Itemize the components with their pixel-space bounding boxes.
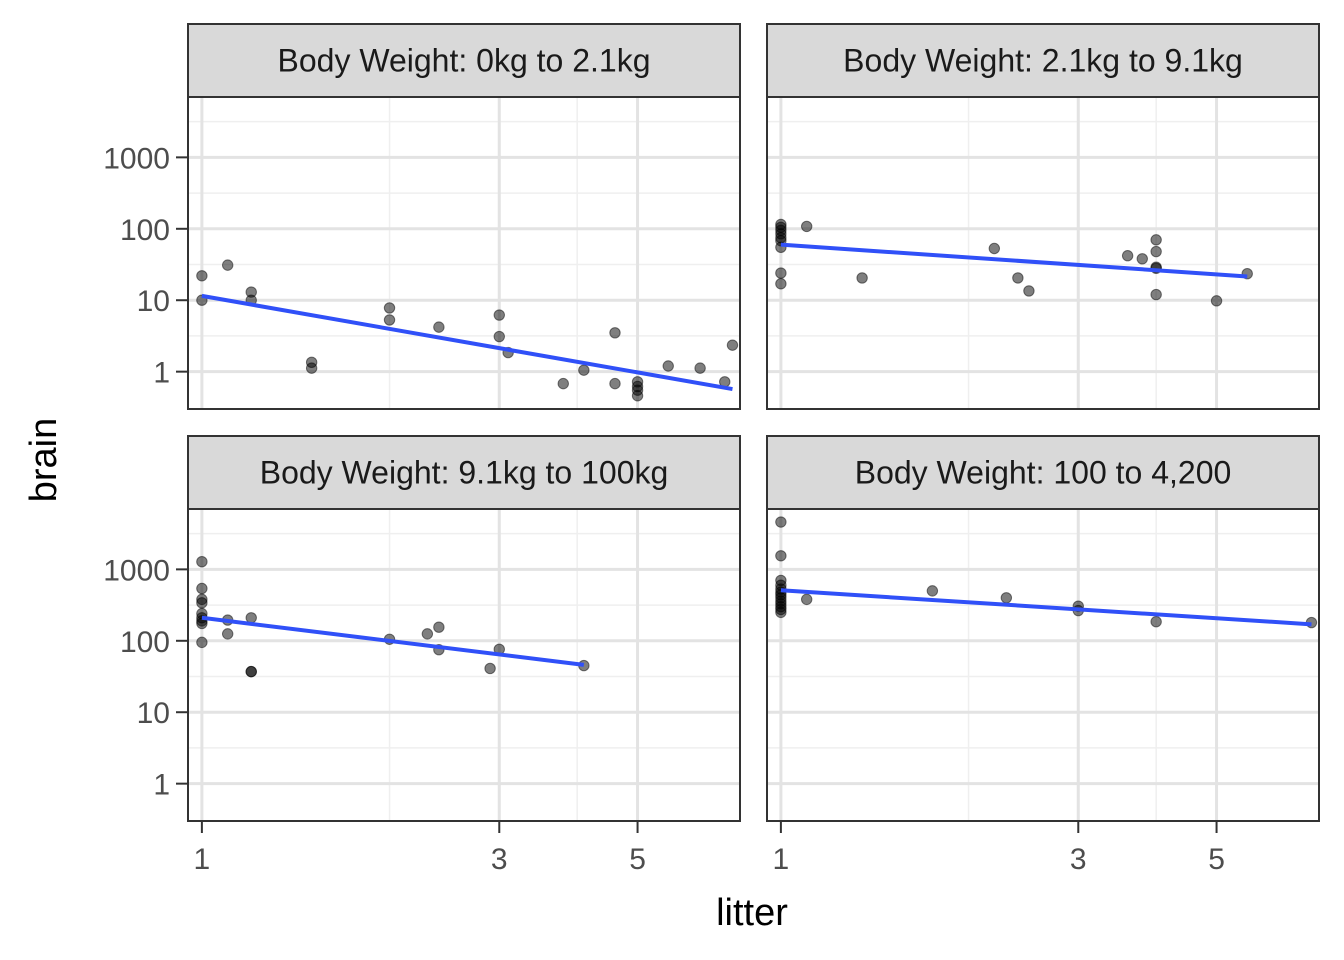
panel-background	[188, 509, 740, 821]
facet-panel-4: Body Weight: 100 to 4,200 1 3 5	[766, 435, 1320, 876]
data-point	[1210, 295, 1223, 307]
data-point	[196, 270, 208, 282]
data-point	[609, 327, 621, 339]
panel-background	[767, 509, 1319, 821]
y-tick-label: 1000	[103, 554, 170, 587]
data-point	[196, 597, 208, 609]
facet-strip-label: Body Weight: 9.1kg to 100kg	[260, 455, 669, 491]
panel-background	[188, 97, 740, 409]
data-point	[383, 314, 396, 326]
regression-line	[780, 588, 1312, 627]
data-point	[694, 362, 706, 374]
x-tick-label: 1	[194, 843, 211, 876]
facet-strip	[766, 23, 1320, 98]
data-point	[775, 278, 787, 290]
data-point	[196, 556, 208, 568]
facet-strip	[766, 435, 1320, 510]
data-point	[1023, 285, 1035, 297]
data-point	[609, 377, 621, 390]
data-point	[493, 309, 505, 321]
y-tick-label: 1000	[103, 142, 170, 175]
facet-panel-1: Body Weight: 0kg to 2.1kg 1 10 100 1000	[103, 23, 741, 410]
data-point	[383, 302, 396, 314]
data-point	[578, 364, 590, 376]
x-tick-label: 5	[1208, 843, 1225, 876]
facet-panel-2: Body Weight: 2.1kg to 9.1kg	[766, 23, 1320, 410]
data-point	[1150, 616, 1162, 628]
x-tick-label: 3	[491, 843, 508, 876]
regression-line	[201, 293, 733, 392]
data-point	[1150, 234, 1162, 246]
x-tick-label: 1	[773, 843, 790, 876]
data-point	[726, 339, 739, 351]
data-point	[305, 362, 318, 374]
y-tick-label: 100	[120, 214, 170, 247]
y-tick-label: 100	[120, 626, 170, 659]
facet-panel-3: Body Weight: 9.1kg to 100kg 1 10 100 1000 1 3 5	[103, 435, 741, 876]
data-point	[775, 516, 787, 528]
data-point	[245, 665, 257, 678]
data-point	[856, 272, 868, 284]
data-point	[557, 377, 569, 390]
data-point	[775, 267, 787, 279]
data-point	[926, 585, 939, 597]
data-point	[1150, 288, 1162, 301]
x-tick-label: 5	[629, 843, 646, 876]
regression-line	[780, 242, 1248, 279]
facet-strip-label: Body Weight: 2.1kg to 9.1kg	[843, 43, 1243, 79]
panel-background	[767, 97, 1319, 409]
data-point	[433, 321, 445, 333]
data-point	[421, 628, 434, 640]
data-point	[484, 662, 496, 675]
data-point	[221, 628, 234, 640]
y-tick-label: 10	[137, 697, 170, 730]
y-axis-title: brain	[23, 418, 65, 503]
data-point	[196, 636, 208, 649]
facet-strip-label: Body Weight: 0kg to 2.1kg	[278, 43, 651, 79]
data-point	[493, 330, 505, 343]
facet-strip	[187, 435, 741, 510]
data-point	[631, 390, 644, 402]
data-point	[1121, 250, 1134, 262]
data-point	[433, 621, 445, 633]
facet-strip	[187, 23, 741, 98]
data-point	[662, 360, 674, 372]
x-axis-title: litter	[716, 892, 788, 934]
data-point	[221, 259, 234, 271]
data-point	[800, 593, 813, 606]
regression-line	[201, 615, 585, 667]
data-point	[196, 582, 208, 595]
data-point	[988, 242, 1001, 255]
data-point	[1012, 272, 1024, 284]
data-point	[1000, 592, 1013, 604]
y-tick-label: 1	[153, 357, 170, 390]
data-point	[775, 606, 787, 619]
data-point	[800, 220, 813, 233]
data-point	[1136, 253, 1148, 265]
data-point	[1150, 245, 1162, 258]
x-tick-label: 3	[1070, 843, 1087, 876]
y-tick-label: 1	[153, 769, 170, 802]
facet-strip-label: Body Weight: 100 to 4,200	[855, 455, 1232, 491]
y-tick-label: 10	[137, 285, 170, 318]
data-point	[775, 550, 787, 562]
